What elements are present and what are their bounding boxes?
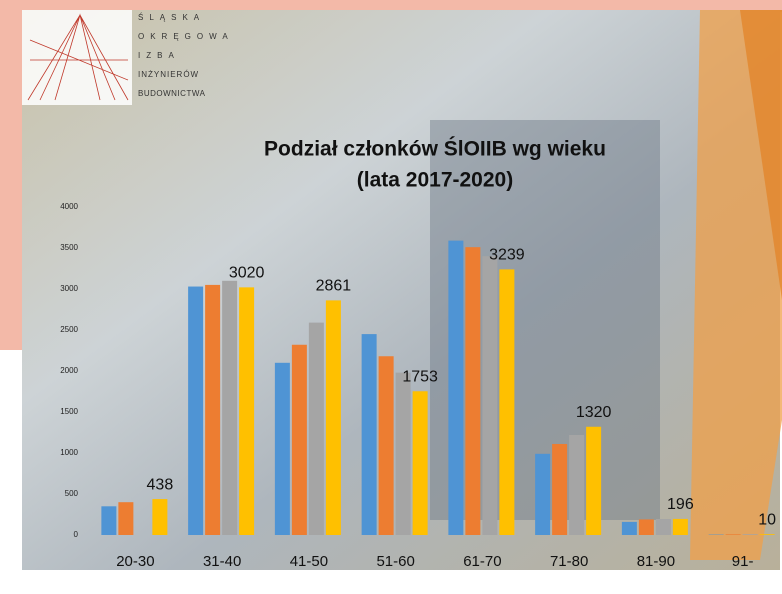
value-label: 3020	[229, 265, 265, 282]
logo-text: INŻYNIERÓW	[138, 70, 199, 79]
x-tick-label: 91-	[732, 553, 754, 570]
bar	[239, 287, 254, 535]
value-label: 1753	[402, 368, 438, 385]
bar	[188, 287, 203, 535]
logo-text: BUDOWNICTWA	[138, 89, 206, 98]
bar	[535, 454, 550, 535]
y-tick-label: 2500	[60, 325, 78, 334]
chart-title: Podział członków ŚlOIIB wg wieku	[264, 137, 606, 161]
bar	[413, 391, 428, 535]
bar	[379, 356, 394, 535]
y-tick-label: 1500	[60, 407, 78, 416]
x-tick-label: 20-30	[116, 553, 154, 570]
y-tick-label: 4000	[60, 202, 78, 211]
bar	[552, 444, 567, 535]
logo-text: OKRĘGOWA	[138, 32, 234, 41]
bar	[362, 334, 377, 535]
x-tick-label: 61-70	[463, 553, 501, 570]
bar	[569, 435, 584, 535]
y-tick-label: 0	[74, 530, 79, 539]
slide: ŚLĄSKA OKRĘGOWA IZBA INŻYNIERÓW BUDOWNIC…	[0, 0, 782, 589]
y-tick-label: 1000	[60, 448, 78, 457]
value-label: 1320	[576, 404, 612, 421]
y-tick-label: 2000	[60, 366, 78, 375]
bar	[656, 519, 671, 535]
bar	[118, 502, 133, 535]
bar	[101, 506, 116, 535]
x-tick-label: 51-60	[376, 553, 414, 570]
bar	[292, 345, 307, 535]
bar	[465, 247, 480, 535]
logo-text: IZBA	[138, 51, 180, 60]
x-tick-label: 41-50	[290, 553, 328, 570]
bar	[205, 285, 220, 535]
value-label: 196	[667, 496, 694, 513]
bar	[448, 241, 463, 535]
bar	[726, 534, 741, 535]
bar	[622, 522, 637, 535]
bar	[482, 256, 497, 535]
logo-text: ŚLĄSKA	[138, 13, 205, 22]
value-label: 2861	[316, 278, 352, 295]
y-tick-label: 500	[65, 489, 79, 498]
y-tick-label: 3500	[60, 243, 78, 252]
y-tick-label: 3000	[60, 284, 78, 293]
x-tick-label: 81-90	[637, 553, 675, 570]
x-tick-label: 31-40	[203, 553, 241, 570]
bar	[222, 281, 237, 535]
bar	[639, 519, 654, 535]
bar	[743, 534, 758, 535]
bar	[152, 499, 167, 535]
bar	[275, 363, 290, 535]
value-label: 10	[758, 511, 776, 528]
x-tick-label: 71-80	[550, 553, 588, 570]
chart-subtitle: (lata 2017-2020)	[357, 169, 513, 192]
value-label: 438	[147, 476, 174, 493]
value-label: 3239	[489, 247, 525, 264]
bar	[760, 534, 775, 535]
bar	[326, 300, 341, 535]
bar	[586, 427, 601, 535]
bar	[499, 269, 514, 535]
bar	[673, 519, 688, 535]
bar	[309, 323, 324, 535]
bar	[396, 373, 411, 535]
